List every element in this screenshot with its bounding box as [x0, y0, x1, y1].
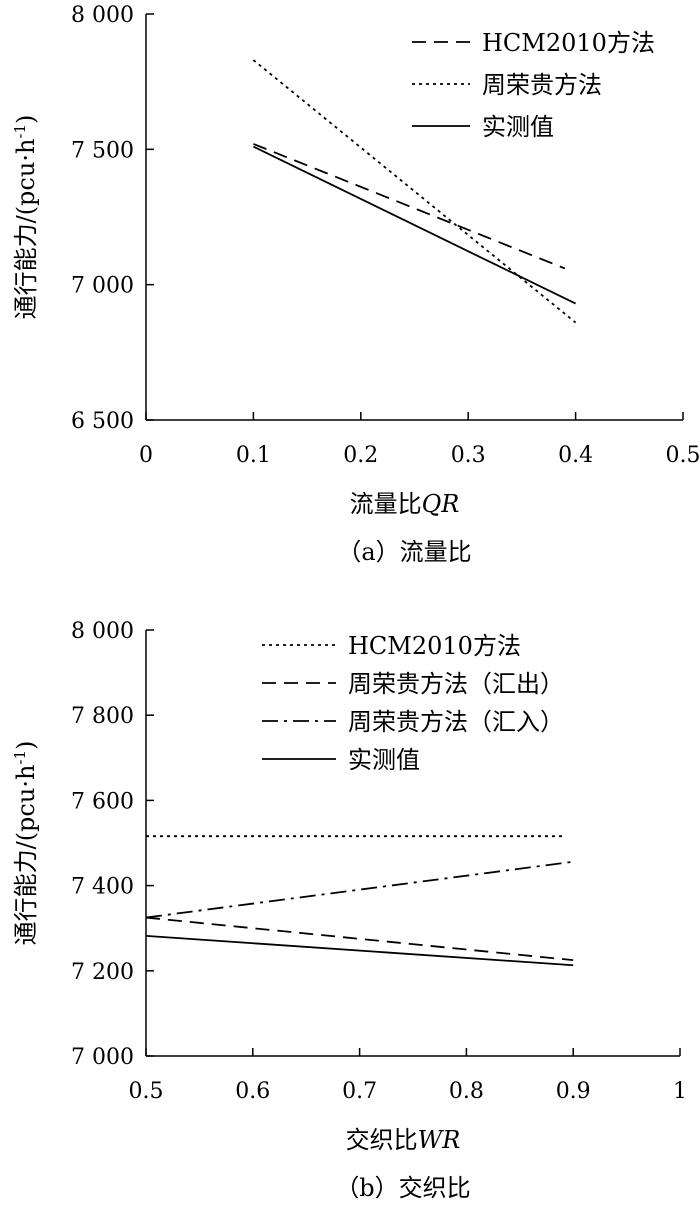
x-tick-label: 0.9 — [556, 1079, 591, 1104]
legend-label-1: HCM2010方法 — [348, 632, 521, 660]
series-line-4 — [146, 936, 573, 965]
y-tick-label: 7 600 — [71, 789, 134, 814]
x-tick-label: 0.3 — [451, 443, 486, 468]
x-tick-label: 0.1 — [236, 443, 271, 468]
x-axis-variable: QR — [422, 490, 460, 518]
panel-caption: （a）流量比 — [337, 538, 471, 566]
y-tick-label: 7 000 — [71, 1045, 134, 1070]
x-tick-label: 0 — [139, 443, 153, 468]
y-tick-label: 7 000 — [71, 274, 134, 299]
x-tick-label: 0.5 — [129, 1079, 164, 1104]
y-axis-title: 通行能力/(pcu·h-1) — [11, 115, 40, 320]
series-line-2 — [146, 918, 573, 961]
y-axis-title-tail: ) — [12, 741, 40, 750]
x-axis-title: 交织比WR — [346, 1126, 461, 1154]
x-axis-variable: WR — [418, 1126, 461, 1154]
y-axis-title-sup: -1 — [11, 124, 29, 139]
legend-label-3: 实测值 — [482, 113, 554, 141]
chart-panel-b: 7 000 7 200 7 400 7 600 7 800 8 000 0.5 0.6 0.7 0… — [11, 619, 687, 1202]
x-tick-label: 0.5 — [666, 443, 700, 468]
y-axis-title-main: 通行能力/(pcu·h — [12, 765, 40, 946]
y-tick-label: 7 200 — [71, 960, 134, 985]
series-line-3 — [146, 862, 573, 918]
legend-label-2: 周荣贵方法（汇出） — [348, 670, 564, 698]
y-axis-title-tail: ) — [12, 115, 40, 124]
y-axis-title-main: 通行能力/(pcu·h — [12, 139, 40, 320]
x-tick-label: 0.4 — [558, 443, 593, 468]
legend-label-3: 周荣贵方法（汇入） — [348, 708, 564, 736]
x-tick-label: 0.2 — [343, 443, 378, 468]
x-tick-label: 0.8 — [449, 1079, 484, 1104]
x-axis-title: 流量比QR — [350, 490, 460, 518]
legend-label-4: 实测值 — [348, 746, 420, 774]
x-tick-label: 0.6 — [235, 1079, 270, 1104]
panel-caption: （b）交织比 — [335, 1174, 470, 1202]
y-axis-title-sup: -1 — [11, 750, 29, 765]
y-tick-label: 6 500 — [71, 409, 134, 434]
y-tick-label: 7 800 — [71, 704, 134, 729]
y-tick-label: 7 400 — [71, 875, 134, 900]
series-line-2 — [253, 60, 575, 323]
series-line-1 — [253, 144, 564, 269]
y-tick-label: 8 000 — [71, 619, 134, 644]
x-tick-label: 1 — [673, 1079, 687, 1104]
chart-panel-a: 6 500 7 000 7 500 8 000 0 0.1 0.2 0.3 0.4 0.5 流量比Q… — [11, 3, 700, 566]
y-tick-label: 7 500 — [71, 138, 134, 163]
y-tick-label: 8 000 — [71, 3, 134, 28]
y-axis-title: 通行能力/(pcu·h-1) — [11, 741, 40, 946]
legend-label-1: HCM2010方法 — [482, 29, 655, 57]
series-line-3 — [253, 147, 575, 304]
x-tick-label: 0.7 — [342, 1079, 377, 1104]
legend-label-2: 周荣贵方法 — [482, 71, 602, 99]
